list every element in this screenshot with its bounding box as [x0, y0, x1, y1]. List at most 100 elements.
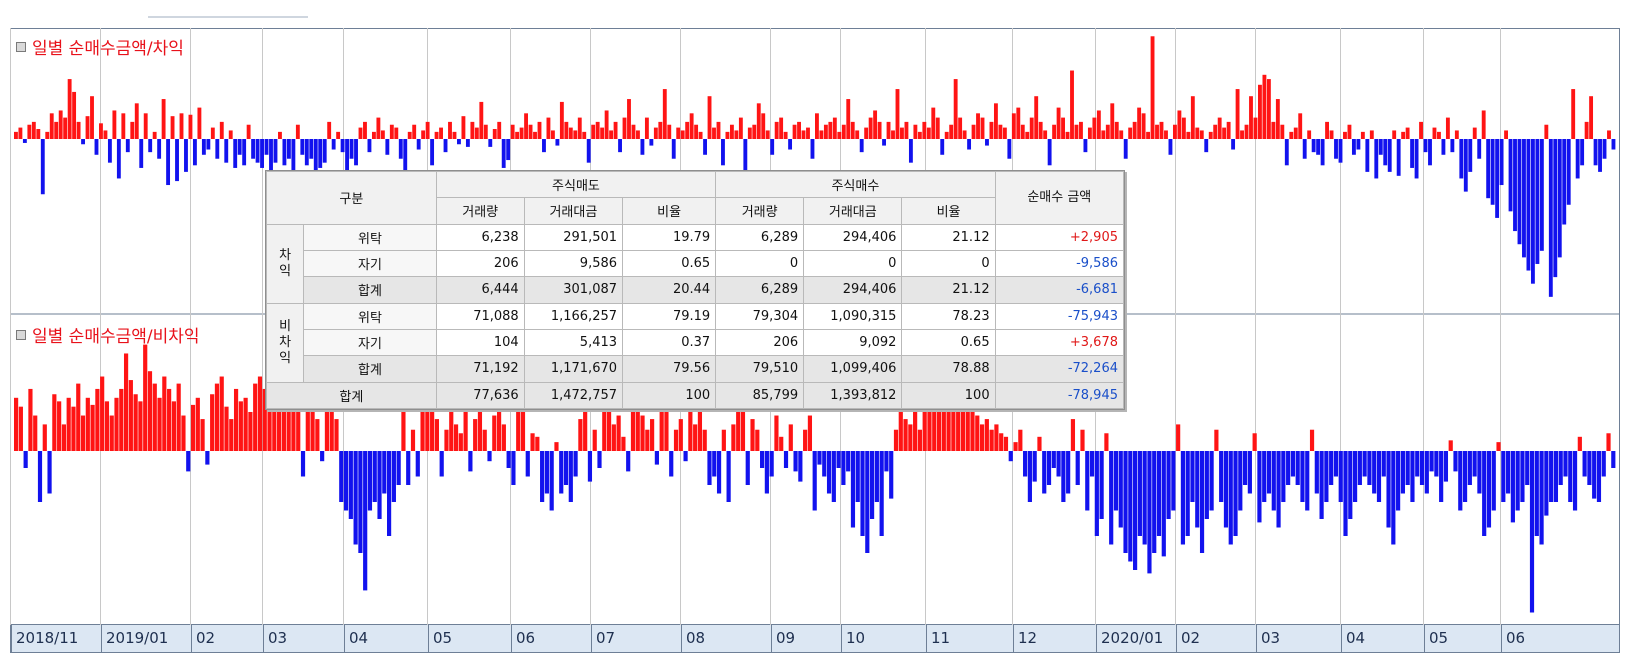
bar — [837, 131, 842, 139]
bar — [736, 411, 741, 451]
bar — [1074, 124, 1079, 139]
bar — [166, 139, 171, 186]
bar — [1176, 424, 1181, 451]
row-label: 위탁 — [303, 302, 437, 330]
bar — [210, 127, 215, 139]
bar — [85, 397, 90, 451]
summary-table: 구분 주식매도 주식매수 순매수 금액 거래량 거래대금 비율 거래량 거래대금… — [265, 170, 1125, 410]
bar — [697, 411, 703, 451]
bar — [533, 131, 537, 139]
bar — [1051, 451, 1056, 468]
bar — [224, 139, 229, 163]
bar — [1195, 451, 1200, 528]
bar — [1558, 451, 1563, 485]
panel-title-non-arbitrage: 일별 순매수금액/비차익 — [16, 322, 200, 347]
bar — [755, 429, 760, 451]
bar — [958, 117, 963, 139]
bar — [14, 131, 18, 139]
bar — [1324, 451, 1329, 502]
bar — [188, 114, 193, 139]
bar — [940, 139, 945, 155]
bar — [470, 121, 475, 139]
bar — [449, 401, 454, 451]
bar — [1209, 451, 1214, 511]
x-tick-label: 04 — [1341, 625, 1365, 652]
bar — [1517, 139, 1522, 245]
bar — [1219, 451, 1224, 502]
bar — [671, 139, 676, 159]
bar — [406, 451, 411, 485]
bar — [171, 401, 176, 451]
bar — [1334, 139, 1338, 159]
bar — [1459, 139, 1464, 179]
row-label: 자기 — [303, 249, 437, 278]
bar — [246, 124, 251, 139]
bar — [1156, 451, 1162, 536]
bar — [635, 404, 640, 451]
bar — [1575, 139, 1580, 179]
bar — [1233, 451, 1238, 536]
bar — [358, 451, 363, 553]
bar — [644, 117, 649, 139]
header-sell-volume: 거래량 — [435, 197, 525, 225]
chart-canvas[interactable] — [10, 28, 1620, 625]
bar — [650, 419, 655, 451]
bar — [812, 451, 817, 511]
bar — [1252, 433, 1257, 451]
bar — [606, 401, 612, 451]
bar — [1281, 451, 1286, 502]
bar — [242, 139, 247, 166]
cell-sell-volume: 6,444 — [435, 276, 525, 304]
bar — [932, 406, 937, 451]
cell-net: +3,678 — [994, 328, 1125, 357]
bar — [886, 121, 891, 139]
bar — [994, 424, 999, 451]
bar — [685, 121, 690, 139]
bar — [970, 406, 975, 451]
header-buy-group: 주식매수 — [715, 170, 996, 199]
bar — [627, 99, 631, 139]
bar — [877, 121, 882, 139]
bar — [1113, 451, 1119, 511]
bar — [1208, 131, 1213, 139]
bar — [1104, 433, 1109, 451]
table-row: 자기 206 9,586 0.65 0 0 0 -9,586 — [267, 249, 1125, 278]
bar — [1534, 451, 1539, 536]
bar — [264, 139, 269, 155]
bar — [179, 113, 184, 139]
bar — [1367, 451, 1372, 485]
bar — [1544, 124, 1549, 139]
bar — [1424, 451, 1429, 494]
bar — [807, 415, 813, 451]
bar — [568, 127, 573, 139]
bar — [788, 424, 793, 451]
bar — [367, 451, 373, 511]
bar — [1190, 451, 1195, 502]
bar — [394, 127, 399, 139]
bar — [563, 451, 569, 485]
cell-sell-volume: 71,192 — [435, 355, 525, 383]
bar — [181, 415, 186, 451]
bar — [1168, 139, 1173, 155]
bar — [401, 397, 406, 451]
bar — [1204, 451, 1209, 519]
bar — [1333, 451, 1339, 477]
cell-buy-ratio: 21.12 — [901, 276, 996, 304]
bar — [1577, 436, 1582, 451]
bar — [783, 131, 788, 139]
bar — [116, 139, 121, 179]
bar — [506, 139, 511, 161]
bar — [300, 451, 306, 477]
bar — [407, 131, 412, 139]
cell-buy-amount: 0 — [803, 249, 903, 278]
bar — [680, 130, 685, 139]
bar — [583, 406, 588, 451]
bar — [999, 433, 1004, 451]
bar — [54, 121, 59, 139]
cell-buy-volume: 79,304 — [715, 302, 805, 330]
cell-net: -72,264 — [994, 355, 1125, 383]
bar — [828, 121, 833, 139]
bar — [1066, 451, 1071, 494]
bar — [1376, 451, 1382, 502]
bar — [530, 433, 535, 451]
